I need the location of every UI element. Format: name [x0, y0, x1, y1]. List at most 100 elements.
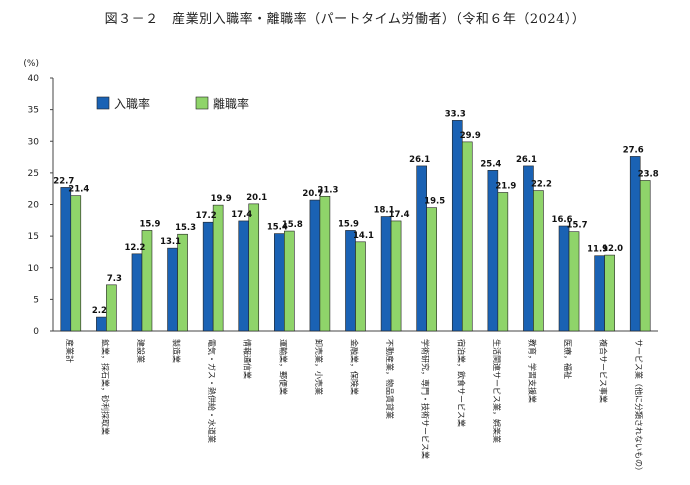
- value-label-entry-rate: 15.9: [338, 219, 359, 229]
- value-label-entry-rate: 2.2: [92, 306, 107, 316]
- y-tick-label: 10: [28, 264, 40, 274]
- category-label: 産業計: [65, 339, 75, 363]
- value-label-entry-rate: 15.4: [267, 223, 288, 233]
- value-label-entry-rate: 26.1: [409, 155, 430, 165]
- category-label: 学術研究，専門・技術サービス業: [421, 339, 431, 459]
- y-axis-unit-label: (%): [23, 59, 39, 69]
- category-label: 医療，福祉: [563, 339, 573, 379]
- bar-separation-rate: [70, 195, 82, 332]
- bar-entry-rate: [96, 316, 107, 332]
- category-label: 卸売業，小売業: [314, 339, 324, 395]
- value-label-separation-rate: 12.0: [602, 244, 623, 254]
- bar-entry-rate: [594, 255, 605, 332]
- bar-entry-rate: [60, 187, 72, 332]
- y-tick-label: 0: [33, 327, 39, 337]
- value-label-separation-rate: 21.4: [68, 185, 89, 195]
- category-label: 宿泊業，飲食サービス業: [456, 339, 466, 427]
- bar-entry-rate: [380, 216, 392, 332]
- bar-separation-rate: [355, 241, 366, 332]
- legend-swatch-entry-rate: [96, 96, 110, 110]
- value-label-separation-rate: 21.9: [495, 181, 516, 191]
- value-label-separation-rate: 19.5: [424, 197, 445, 207]
- value-label-entry-rate: 18.1: [374, 206, 395, 216]
- category-label: 情報通信業: [243, 339, 253, 379]
- value-label-separation-rate: 14.1: [353, 231, 374, 241]
- bar-separation-rate: [568, 231, 580, 332]
- value-label-entry-rate: 16.6: [552, 215, 573, 225]
- y-tick-label: 20: [28, 201, 40, 211]
- value-label-separation-rate: 29.9: [460, 131, 481, 141]
- category-label: 建設業: [136, 339, 146, 363]
- legend-label-separation-rate: 離職率: [213, 96, 249, 111]
- bar-entry-rate: [629, 156, 641, 332]
- legend: 入職率 離職率: [96, 96, 249, 111]
- bars: [60, 120, 651, 332]
- bar-separation-rate: [426, 207, 437, 332]
- value-label-entry-rate: 22.7: [53, 176, 74, 186]
- category-label: 金融業，保険業: [350, 339, 360, 395]
- bar-separation-rate: [212, 204, 224, 332]
- bar-separation-rate: [497, 192, 509, 332]
- bar-separation-rate: [177, 233, 188, 332]
- category-label: 教育，学習支援業: [527, 339, 537, 403]
- bar-separation-rate: [248, 203, 260, 332]
- category-label: 運輸業，郵便業: [278, 339, 288, 395]
- bar-entry-rate: [167, 247, 178, 332]
- y-tick-label: 40: [28, 74, 40, 84]
- bar-separation-rate: [284, 230, 295, 332]
- category-label: 複合サービス事業: [599, 339, 609, 403]
- value-label-entry-rate: 13.1: [160, 237, 181, 247]
- value-labels: 22.721.42.27.312.215.913.115.317.219.917…: [53, 109, 658, 316]
- category-label: 鉱業，採石業，砂利採取業: [100, 339, 110, 435]
- category-label: 電気・ガス・熱供給・水道業: [207, 339, 217, 443]
- value-label-separation-rate: 15.8: [282, 220, 303, 230]
- bar-entry-rate: [309, 199, 321, 332]
- value-label-entry-rate: 25.4: [480, 159, 501, 169]
- legend-label-entry-rate: 入職率: [114, 96, 150, 111]
- category-label: 製造業: [172, 339, 182, 363]
- value-label-entry-rate: 11.9: [587, 245, 608, 255]
- value-label-separation-rate: 22.2: [531, 180, 552, 190]
- bar-entry-rate: [238, 220, 250, 332]
- value-label-entry-rate: 17.2: [196, 211, 217, 221]
- category-labels: 産業計 鉱業，採石業，砂利採取業 建設業 製造業 電気・ガス・熱供給・水道業 情報通信業 運…: [65, 339, 644, 475]
- bar-separation-rate: [639, 180, 651, 332]
- bar-entry-rate: [451, 120, 463, 332]
- bar-entry-rate: [202, 221, 214, 332]
- bar-separation-rate: [533, 190, 544, 332]
- bar-separation-rate: [390, 220, 402, 332]
- bar-entry-rate: [523, 165, 534, 332]
- value-label-separation-rate: 20.1: [246, 193, 267, 203]
- chart-title: 図３－２ 産業別入職率・離職率（パートタイム労働者）（令和６年（2024））: [104, 12, 586, 27]
- legend-swatch-separation-rate: [195, 96, 209, 110]
- category-label: サービス業（他に分類されないもの）: [634, 339, 644, 475]
- value-label-separation-rate: 15.3: [175, 223, 196, 233]
- value-label-entry-rate: 26.1: [516, 155, 537, 165]
- bar-entry-rate: [487, 170, 499, 332]
- value-label-entry-rate: 17.4: [231, 210, 252, 220]
- category-label: 不動産業，物品賃貸業: [385, 339, 395, 419]
- y-tick-label: 5: [33, 295, 39, 305]
- value-label-entry-rate: 12.2: [124, 243, 145, 253]
- y-tick-label: 15: [28, 232, 39, 242]
- value-label-entry-rate: 33.3: [445, 109, 466, 119]
- bar-entry-rate: [131, 253, 143, 332]
- value-label-separation-rate: 15.7: [567, 221, 588, 231]
- bar-separation-rate: [604, 254, 615, 332]
- bar-separation-rate: [141, 230, 153, 332]
- y-tick-label: 35: [28, 106, 39, 116]
- value-label-separation-rate: 21.3: [317, 185, 338, 195]
- y-tick-label: 30: [28, 137, 40, 147]
- value-label-entry-rate: 27.6: [623, 145, 644, 155]
- category-label: 生活関連サービス業，娯楽業: [492, 339, 502, 443]
- bar-entry-rate: [274, 233, 285, 332]
- y-tick-label: 25: [28, 169, 39, 179]
- value-label-entry-rate: 20.7: [302, 189, 323, 199]
- value-label-separation-rate: 15.9: [139, 219, 160, 229]
- value-label-separation-rate: 7.3: [107, 274, 122, 284]
- value-label-separation-rate: 23.8: [638, 169, 659, 179]
- bar-entry-rate: [416, 165, 427, 332]
- bar-separation-rate: [461, 141, 473, 332]
- value-label-separation-rate: 17.4: [389, 210, 410, 220]
